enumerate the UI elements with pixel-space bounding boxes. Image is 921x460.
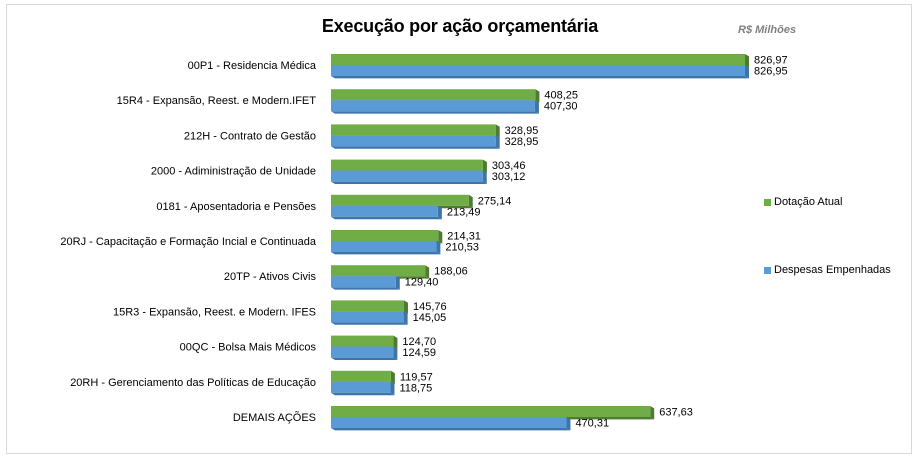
value-label-despesas: 129,40 <box>405 277 439 289</box>
bar-side-dotacao <box>650 406 655 420</box>
bar-side-despesas <box>744 65 749 79</box>
bar-dotacao <box>331 300 404 312</box>
value-label-dotacao: 303,46 <box>492 160 526 172</box>
bar-side-dotacao <box>495 124 500 138</box>
bar-dotacao <box>331 230 439 241</box>
bar-bottom-despesas <box>331 322 408 325</box>
bar-bottom-despesas <box>331 111 539 114</box>
value-label-despesas: 470,31 <box>575 418 609 430</box>
bar-side-dotacao <box>403 300 408 314</box>
bar-side-despesas <box>436 241 441 255</box>
value-label-despesas: 210,53 <box>445 242 479 254</box>
category-label: 20TP - Ativos Civis <box>224 271 317 283</box>
bar-despesas <box>331 170 483 182</box>
value-label-despesas: 124,59 <box>402 347 436 359</box>
bar-dotacao <box>331 335 394 347</box>
bar-dotacao <box>331 124 496 136</box>
value-label-dotacao: 188,06 <box>434 266 468 278</box>
bar-bottom-despesas <box>331 216 442 220</box>
bar-despesas <box>331 100 535 112</box>
value-label-dotacao: 408,25 <box>544 90 578 102</box>
category-label: 2000 - Adiministração de Unidade <box>151 166 316 178</box>
bar-side-despesas <box>393 346 398 360</box>
category-label: 15R3 - Expansão, Reest. e Modern. IFES <box>113 306 316 318</box>
units-note: R$ Milhões <box>738 24 797 36</box>
bar-dotacao <box>331 54 745 65</box>
bar-despesas <box>331 311 404 323</box>
bar-despesas <box>331 346 394 358</box>
bar-bottom-despesas <box>331 252 441 255</box>
bar-dotacao <box>331 370 391 382</box>
chart-title: Execução por ação orçamentária <box>321 16 599 36</box>
category-label: 212H - Contrato de Gestão <box>184 130 316 142</box>
legend-swatch-despesas <box>764 266 771 274</box>
value-label-dotacao: 119,57 <box>400 371 433 383</box>
category-label: 0181 - Aposentadoria e Pensões <box>156 201 316 213</box>
value-label-dotacao: 145,76 <box>413 301 447 313</box>
bar-despesas <box>331 417 567 428</box>
bar-side-despesas <box>395 276 400 290</box>
category-label: 20RJ - Capacitação e Formação Incial e C… <box>60 236 316 248</box>
bar-side-despesas <box>403 311 408 325</box>
bar-side-dotacao <box>390 370 395 385</box>
chart-frame <box>6 4 912 454</box>
value-label-dotacao: 637,63 <box>659 407 693 419</box>
bar-side-despesas <box>534 100 539 114</box>
category-label: DEMAIS AÇÕES <box>233 411 316 424</box>
bar-side-despesas <box>482 170 487 184</box>
category-label: 00P1 - Residencia Médica <box>188 60 317 72</box>
bar-side-despesas <box>390 381 395 396</box>
bar-despesas <box>331 381 391 393</box>
bar-dotacao <box>331 159 483 171</box>
value-label-dotacao: 826,97 <box>754 55 788 67</box>
bar-despesas <box>331 205 438 217</box>
bar-bottom-despesas <box>331 146 500 149</box>
category-label: 00QC - Bolsa Mais Médicos <box>180 342 317 354</box>
bar-bottom-despesas <box>331 392 395 396</box>
bar-side-dotacao <box>438 230 443 244</box>
value-label-dotacao: 124,70 <box>402 336 436 348</box>
bar-dotacao <box>331 89 536 101</box>
value-label-despesas: 213,49 <box>447 206 481 218</box>
value-label-dotacao: 328,95 <box>505 125 539 137</box>
bar-despesas <box>331 276 396 288</box>
bar-side-despesas <box>566 417 571 431</box>
bar-side-dotacao <box>745 54 749 68</box>
bar-despesas <box>331 241 437 252</box>
bar-bottom-despesas <box>331 357 398 360</box>
bar-bottom-despesas <box>331 181 487 184</box>
bar-side-dotacao <box>482 159 487 173</box>
bar-side-dotacao <box>535 89 540 103</box>
legend-label-despesas: Despesas Empenhadas <box>774 264 891 276</box>
bar-despesas <box>331 65 745 76</box>
legend-label-dotacao: Dotação Atual <box>774 196 843 208</box>
value-label-despesas: 826,95 <box>754 66 788 78</box>
bar-dotacao <box>331 406 651 417</box>
value-label-despesas: 407,30 <box>544 101 578 113</box>
bar-dotacao <box>331 265 426 277</box>
bar-side-dotacao <box>393 335 398 349</box>
bar-side-dotacao <box>425 265 430 279</box>
bar-dotacao <box>331 194 469 206</box>
bar-bottom-despesas <box>331 428 571 431</box>
bar-side-despesas <box>495 135 500 149</box>
value-label-despesas: 145,05 <box>413 312 447 324</box>
bar-bottom-despesas <box>331 76 749 79</box>
legend-item-dotacao: Dotação Atual <box>764 196 843 208</box>
value-label-dotacao: 275,14 <box>478 195 512 207</box>
bar-side-despesas <box>437 205 442 220</box>
value-label-despesas: 328,95 <box>505 136 539 148</box>
value-label-despesas: 303,12 <box>492 171 526 183</box>
legend-swatch-dotacao <box>764 198 771 206</box>
bar-bottom-despesas <box>331 287 400 290</box>
value-label-dotacao: 214,31 <box>447 231 481 243</box>
bar-despesas <box>331 135 496 147</box>
category-label: 20RH - Gerenciamento das Políticas de Ed… <box>70 377 316 389</box>
value-label-despesas: 118,75 <box>399 382 432 394</box>
category-label: 15R4 - Expansão, Reest. e Modern.IFET <box>117 95 317 107</box>
bar-side-dotacao <box>468 194 473 209</box>
legend-item-despesas: Despesas Empenhadas <box>764 264 891 276</box>
